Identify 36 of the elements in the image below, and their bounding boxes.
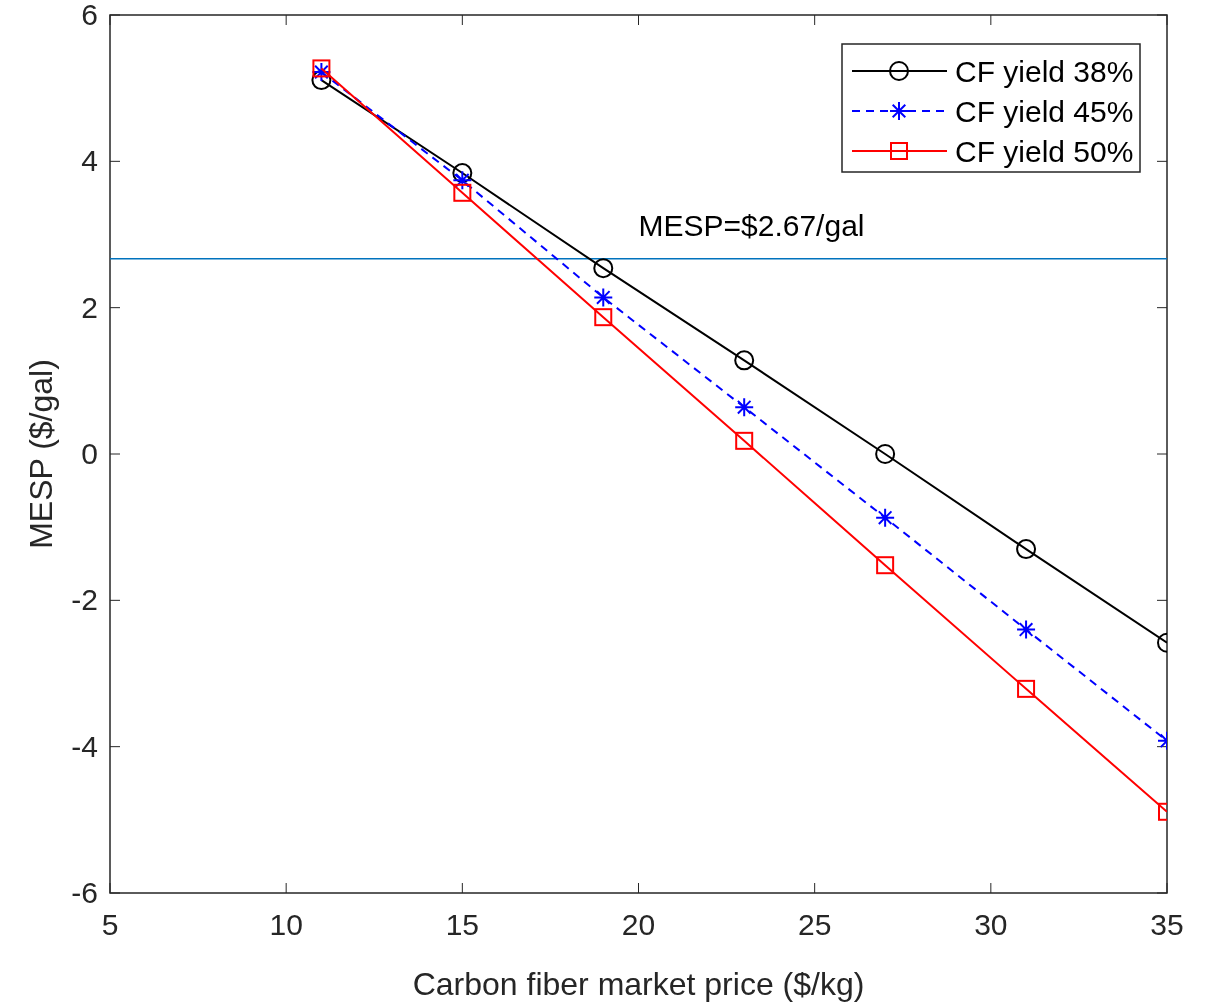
legend-label: CF yield 38% bbox=[955, 55, 1134, 88]
point bbox=[734, 397, 755, 418]
point bbox=[312, 59, 331, 78]
x-tick-label: 25 bbox=[797, 908, 832, 941]
y-tick-label: -6 bbox=[71, 876, 98, 909]
x-tick-label: 15 bbox=[445, 908, 480, 941]
point bbox=[875, 444, 896, 464]
point bbox=[452, 163, 473, 184]
x-tick-label: 35 bbox=[1150, 908, 1184, 941]
point bbox=[734, 350, 755, 371]
point bbox=[593, 258, 614, 279]
point bbox=[875, 507, 896, 528]
point bbox=[593, 287, 614, 308]
y-tick-label: -2 bbox=[71, 583, 98, 617]
point bbox=[876, 556, 895, 575]
point bbox=[1016, 539, 1037, 560]
point bbox=[735, 431, 754, 450]
x-tick-label: 20 bbox=[621, 908, 656, 941]
y-tick-label: 6 bbox=[81, 0, 98, 31]
point bbox=[452, 170, 473, 191]
point bbox=[594, 308, 613, 327]
point bbox=[1016, 619, 1037, 640]
x-tick-label: 10 bbox=[269, 908, 303, 941]
ref-line-label: MESP=$2.67/gal bbox=[638, 208, 865, 242]
legend-label: CF yield 45% bbox=[955, 95, 1134, 128]
y-tick-label: 4 bbox=[81, 144, 98, 178]
x-tick-label: 30 bbox=[974, 908, 1008, 941]
y-tick-label: -4 bbox=[71, 729, 98, 763]
point bbox=[1017, 679, 1036, 698]
point bbox=[453, 183, 472, 202]
x-tick-label: 5 bbox=[101, 908, 119, 941]
x-axis-title: Carbon fiber market price ($/kg) bbox=[412, 966, 865, 1002]
y-tick-label: 0 bbox=[81, 437, 98, 470]
y-axis-title: MESP ($/gal) bbox=[23, 359, 59, 549]
y-tick-label: 2 bbox=[81, 290, 98, 324]
legend-label: CF yield 50% bbox=[955, 135, 1134, 168]
